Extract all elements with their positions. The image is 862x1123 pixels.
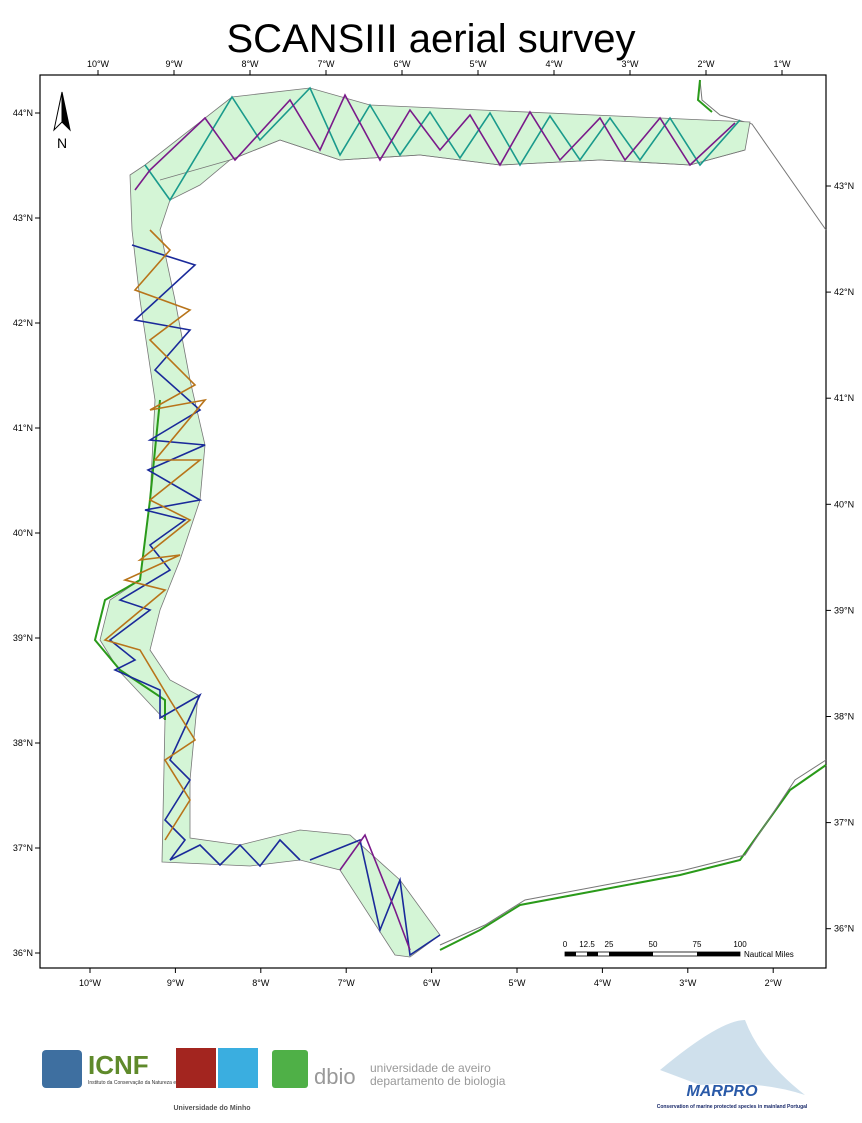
scale-label: 0 — [563, 940, 568, 949]
lon-label: 5°W — [469, 59, 487, 69]
lon-label: 8°W — [241, 59, 259, 69]
north-arrow: N — [53, 91, 71, 151]
lat-label: 38°N — [834, 712, 854, 722]
scale-label: 100 — [733, 940, 747, 949]
lat-label: 37°N — [834, 818, 854, 828]
border — [439, 759, 827, 946]
coast — [439, 764, 827, 951]
lon-label: 5°W — [508, 978, 526, 988]
logo-text: departamento de biologia — [370, 1074, 506, 1088]
logo-text: MARPRO — [686, 1083, 758, 1100]
lon-label: 10°W — [79, 978, 102, 988]
lon-label: 9°W — [165, 59, 183, 69]
lat-label: 36°N — [834, 924, 854, 934]
lat-label: 38°N — [13, 738, 33, 748]
logo-text: Conservation of marine protected species… — [657, 1104, 808, 1110]
logos: ICNF Instituto da Conservação da Naturez… — [42, 1020, 808, 1112]
scale-label: 25 — [605, 940, 614, 949]
scale-bar — [564, 951, 741, 957]
lon-label: 10°W — [87, 59, 110, 69]
logo-text: universidade de aveiro — [370, 1061, 491, 1075]
coastline — [159, 139, 746, 181]
lat-label: 42°N — [834, 287, 854, 297]
lat-label: 44°N — [13, 108, 33, 118]
lat-label: 43°N — [13, 213, 33, 223]
scale-label: 75 — [693, 940, 702, 949]
scale-label: 50 — [649, 940, 658, 949]
logo-text: Instituto da Conservação da Natureza e d… — [88, 1080, 208, 1086]
border — [699, 79, 827, 231]
lat-label: 42°N — [13, 318, 33, 328]
logo-text: Universidade do Minho — [173, 1105, 250, 1112]
scale-label: 12.5 — [579, 940, 595, 949]
lon-label: 1°W — [773, 59, 791, 69]
lon-label: 3°W — [621, 59, 639, 69]
coast — [696, 79, 713, 113]
lat-label: 36°N — [13, 948, 33, 958]
lon-label: 2°W — [765, 978, 783, 988]
logo-text: dbio — [314, 1064, 356, 1089]
lat-label: 37°N — [13, 843, 33, 853]
lon-label: 6°W — [393, 59, 411, 69]
lon-label: 7°W — [317, 59, 335, 69]
transects — [103, 86, 741, 957]
lon-label: 4°W — [594, 978, 612, 988]
lon-label: 6°W — [423, 978, 441, 988]
lon-label: 2°W — [697, 59, 715, 69]
lat-label: 39°N — [13, 633, 33, 643]
scale-unit: Nautical Miles — [744, 950, 794, 959]
lon-label: 3°W — [679, 978, 697, 988]
lon-label: 4°W — [545, 59, 563, 69]
lat-label: 40°N — [834, 499, 854, 509]
lon-label: 9°W — [167, 978, 185, 988]
lat-label: 41°N — [13, 423, 33, 433]
map-body — [93, 79, 827, 958]
coast — [93, 399, 166, 720]
lat-label: 41°N — [834, 393, 854, 403]
north-label: N — [57, 135, 67, 151]
lon-label: 7°W — [338, 978, 356, 988]
logo-text: ICNF — [88, 1050, 149, 1080]
title: SCANSIII aerial survey — [226, 17, 635, 61]
lat-label: 40°N — [13, 528, 33, 538]
lon-label: 8°W — [252, 978, 270, 988]
lat-label: 39°N — [834, 605, 854, 615]
lat-label: 43°N — [834, 181, 854, 191]
